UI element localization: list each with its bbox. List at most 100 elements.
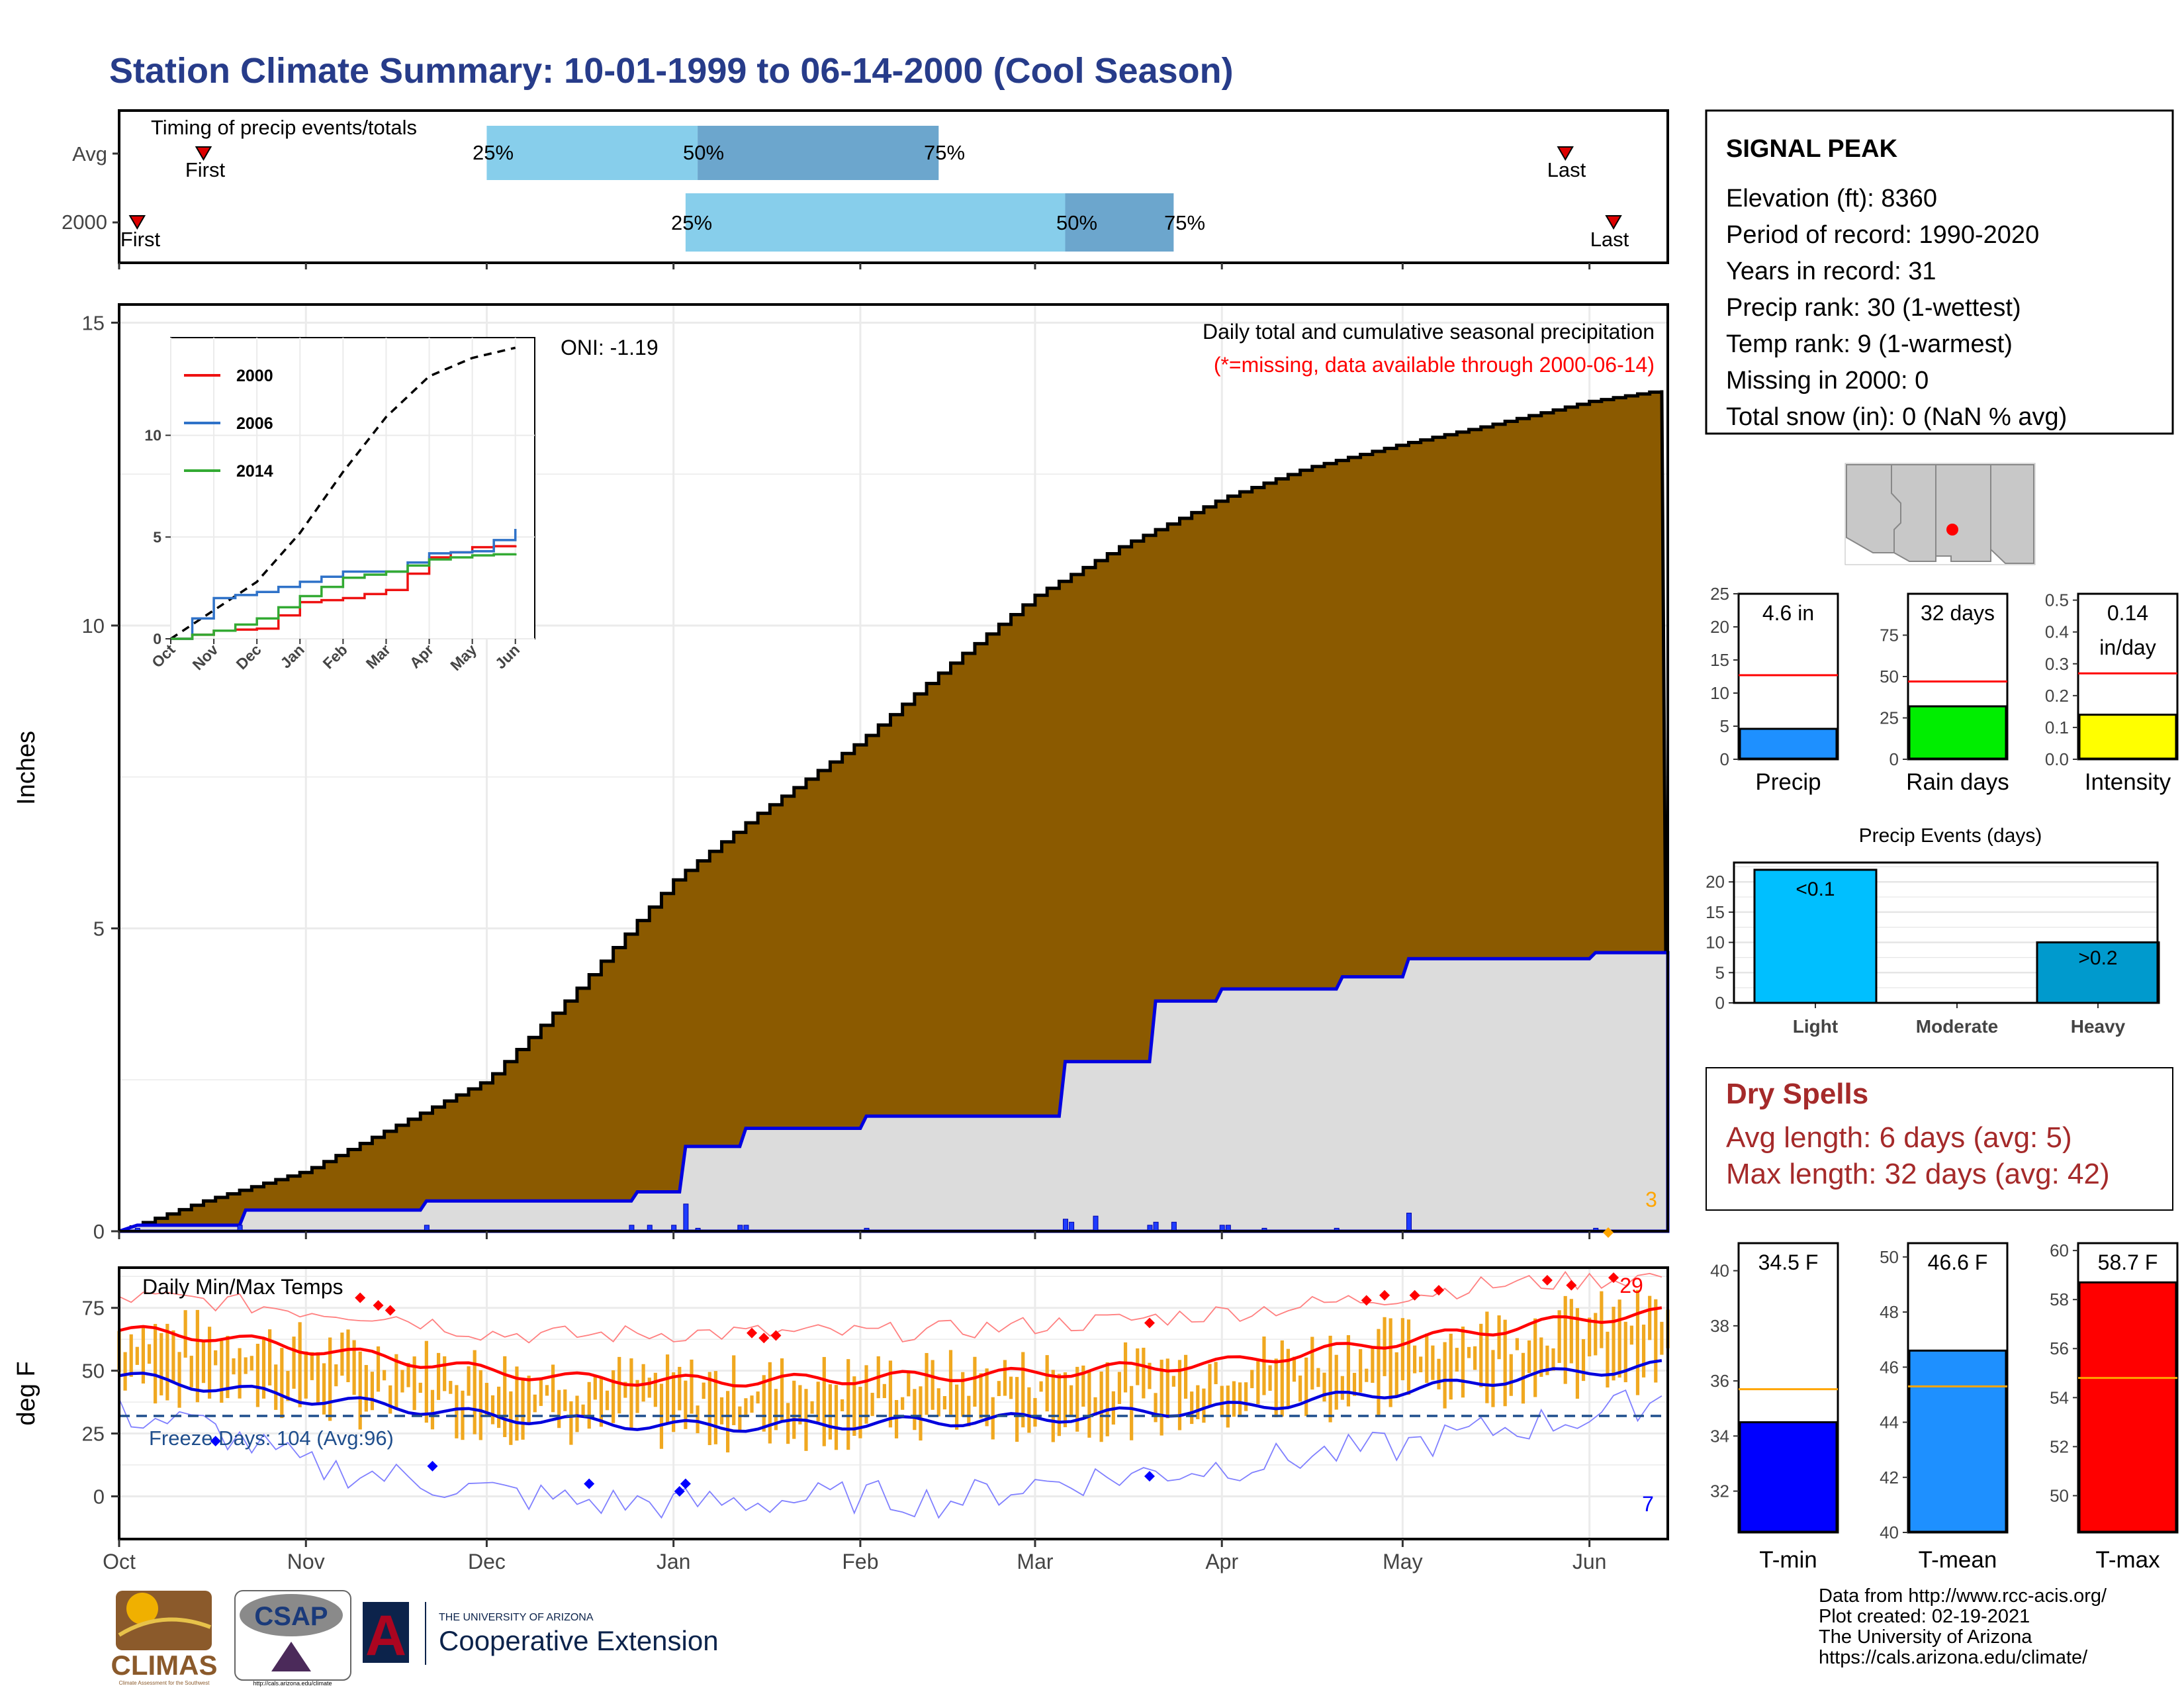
- daily-temp-bar: [894, 1399, 899, 1438]
- daily-temp-bar: [913, 1389, 917, 1430]
- daily-precip-bar: [1093, 1215, 1099, 1232]
- daily-temp-bar: [1467, 1346, 1471, 1358]
- daily-temp-bar: [907, 1372, 911, 1397]
- timing-panel: Timing of precip events/totals Avg 2000 …: [62, 109, 1669, 269]
- daily-temp-bar: [798, 1385, 802, 1425]
- daily-temp-bar: [792, 1380, 796, 1439]
- daily-temp-bar: [129, 1334, 133, 1377]
- precip-y-tick-label: 0: [93, 1220, 105, 1243]
- record-high-marker: [373, 1299, 384, 1311]
- timing-2000-75-label: 75%: [1164, 211, 1205, 234]
- daily-temp-bar: [135, 1346, 139, 1365]
- daily-temp-bar: [1298, 1375, 1302, 1402]
- precip-total-category-label: Precip: [1755, 769, 1821, 795]
- daily-temp-bar: [497, 1386, 501, 1429]
- daily-temp-bar: [1177, 1360, 1182, 1430]
- daily-temp-bar: [750, 1395, 754, 1413]
- daily-temp-bar: [1419, 1356, 1423, 1373]
- daily-temp-bar: [713, 1371, 718, 1444]
- daily-temp-bar: [955, 1384, 959, 1430]
- month-tick-label: Apr: [1205, 1550, 1238, 1573]
- temp-mean-value-label: 46.6 F: [1928, 1250, 1988, 1274]
- month-tick-label: Dec: [468, 1550, 506, 1573]
- temp-mean-tick-label: 50: [1880, 1247, 1899, 1267]
- daily-temp-bar: [1093, 1397, 1097, 1416]
- daily-temp-bar: [1202, 1388, 1206, 1423]
- temp-max-tick-label: 56: [2050, 1338, 2069, 1358]
- daily-temp-bar: [1045, 1355, 1049, 1412]
- daily-temp-bar: [286, 1370, 290, 1401]
- inset-lines: [170, 346, 517, 640]
- precip-events-title: Precip Events (days): [1859, 825, 2042, 847]
- temp-panel: Daily Min/Max Temps Freeze Days: 104 (Av…: [13, 1266, 1670, 1573]
- daily-temp-bar: [997, 1381, 1001, 1397]
- timing-avg-50-label: 50%: [683, 141, 724, 164]
- rain-days-tick-label: 0: [1889, 749, 1899, 769]
- intensity-tick-label: 0.5: [2045, 590, 2069, 610]
- daily-temp-bar: [1232, 1381, 1236, 1417]
- daily-temp-bar: [159, 1333, 163, 1395]
- daily-temp-bar: [255, 1343, 260, 1407]
- record-high-marker: [1379, 1289, 1390, 1301]
- precip-frame: [118, 303, 1669, 1233]
- daily-temp-bar: [478, 1370, 482, 1440]
- rain-days-tick-label: 75: [1880, 626, 1899, 645]
- month-x-axis: Oct Nov Dec Jan Feb Mar Apr May Jun: [103, 1539, 1606, 1573]
- daily-temp-bar: [1346, 1335, 1351, 1407]
- daily-temp-bar: [1437, 1358, 1441, 1389]
- daily-temp-bar: [1629, 1325, 1633, 1345]
- daily-temp-bar: [484, 1383, 489, 1417]
- mountain-icon: [271, 1642, 311, 1671]
- daily-temp-bar: [1485, 1311, 1489, 1403]
- credit-plot-created: Plot created: 02-19-2021: [1819, 1606, 2030, 1627]
- temp-y-tick-label: 0: [93, 1485, 105, 1508]
- daily-temp-bar: [1304, 1357, 1308, 1417]
- daily-temp-bar: [738, 1406, 742, 1432]
- daily-temp-bar: [931, 1360, 934, 1410]
- daily-temp-bar: [1099, 1371, 1103, 1442]
- daily-temp-bar: [551, 1364, 555, 1413]
- record-high-marker: [1566, 1280, 1577, 1291]
- ua-cooperative-extension: Cooperative Extension: [439, 1625, 719, 1656]
- daily-temp-bar: [1250, 1370, 1254, 1389]
- daily-temp-bar: [183, 1310, 187, 1358]
- daily-temp-bar: [635, 1380, 639, 1413]
- record-low-marker: [210, 1435, 221, 1446]
- daily-temp-bar: [888, 1360, 893, 1428]
- daily-temp-bar: [1220, 1385, 1224, 1417]
- daily-temp-bar: [238, 1348, 242, 1399]
- intensity-value-label: in/day: [2099, 635, 2156, 659]
- climas-swoosh-icon: [118, 1617, 212, 1637]
- temp-mean-category-label: T-mean: [1919, 1547, 1997, 1573]
- daily-temp-bar: [1027, 1387, 1031, 1433]
- precip-events-chart: Precip Events (days) 0 5 10 15 20 Light Mode…: [1706, 825, 2160, 1037]
- events-cat-heavy: Heavy: [2071, 1016, 2126, 1037]
- daily-temp-bar: [852, 1376, 856, 1436]
- daily-temp-bar: [461, 1390, 465, 1440]
- intensity-value-label: 0.14: [2107, 601, 2148, 625]
- daily-temp-bar: [1654, 1299, 1658, 1383]
- daily-temp-bar: [443, 1356, 447, 1391]
- daily-temp-bar: [1648, 1295, 1652, 1340]
- credit-url: https://cals.arizona.edu/climate/: [1819, 1647, 2088, 1668]
- temp-max-tick-label: 60: [2050, 1241, 2069, 1260]
- daily-temp-bar: [1033, 1397, 1037, 1427]
- events-y-tick-label: 5: [1715, 962, 1725, 982]
- record-min-line: [118, 1389, 1662, 1519]
- legend-label-2006: 2006: [236, 414, 273, 433]
- record-low-marker: [680, 1478, 691, 1489]
- record-high-marker: [770, 1330, 782, 1341]
- daily-temp-bar: [226, 1336, 230, 1399]
- daily-temp-bar: [1286, 1348, 1290, 1407]
- daily-temp-bar: [1274, 1358, 1278, 1418]
- daily-temp-bar: [171, 1330, 175, 1383]
- timing-2000-50-label: 50%: [1056, 211, 1097, 234]
- daily-temp-bar: [220, 1340, 224, 1403]
- timing-marks: [113, 126, 1622, 269]
- temp-max-category-label: T-max: [2095, 1547, 2160, 1573]
- daily-precip-bar: [1406, 1213, 1412, 1232]
- month-tick-label: Mar: [1017, 1550, 1053, 1573]
- dry-spells-frame: [1706, 1067, 2173, 1211]
- daily-temp-bar: [1479, 1323, 1483, 1387]
- daily-temp-bar: [1280, 1340, 1284, 1417]
